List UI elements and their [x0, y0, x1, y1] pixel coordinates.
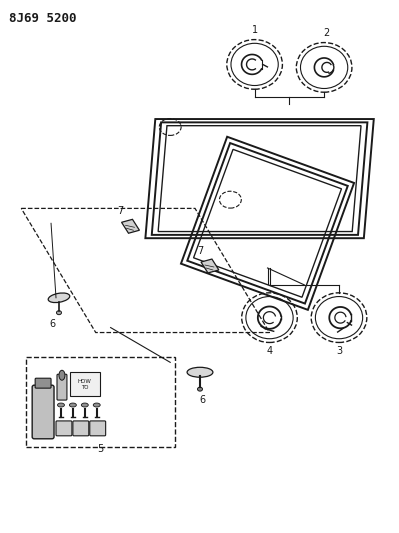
Text: 8J69 5200: 8J69 5200: [9, 12, 77, 25]
FancyBboxPatch shape: [57, 374, 67, 400]
Text: 6: 6: [199, 395, 205, 405]
Ellipse shape: [57, 403, 65, 407]
FancyBboxPatch shape: [56, 421, 72, 436]
Text: 6: 6: [49, 319, 55, 329]
Text: 4: 4: [267, 346, 273, 357]
Polygon shape: [122, 220, 139, 233]
FancyBboxPatch shape: [90, 421, 106, 436]
Text: HOW
TO: HOW TO: [78, 379, 92, 390]
Ellipse shape: [69, 403, 76, 407]
Text: 1: 1: [251, 25, 258, 35]
Text: 7: 7: [197, 246, 203, 256]
FancyBboxPatch shape: [35, 378, 51, 388]
Ellipse shape: [59, 370, 65, 380]
Ellipse shape: [93, 403, 100, 407]
FancyBboxPatch shape: [73, 421, 89, 436]
Text: 3: 3: [336, 346, 342, 357]
Ellipse shape: [81, 403, 88, 407]
Ellipse shape: [48, 293, 70, 303]
Ellipse shape: [187, 367, 213, 377]
Text: 2: 2: [323, 28, 329, 38]
Text: 7: 7: [117, 206, 124, 216]
Text: 5: 5: [98, 444, 104, 454]
Ellipse shape: [57, 311, 61, 314]
FancyBboxPatch shape: [32, 385, 54, 439]
Polygon shape: [201, 259, 219, 273]
FancyBboxPatch shape: [70, 372, 100, 396]
Ellipse shape: [198, 387, 202, 391]
